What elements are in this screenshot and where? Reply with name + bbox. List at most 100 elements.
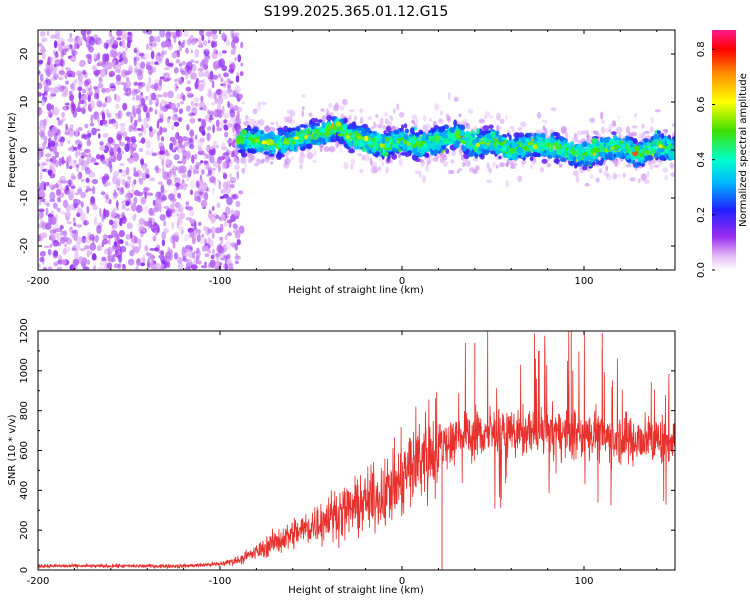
spectrogram-noise-blob bbox=[159, 76, 165, 80]
spectrogram-noise-blob bbox=[87, 96, 91, 101]
spectrogram-halo-blob bbox=[617, 157, 621, 165]
spectrogram-noise-blob bbox=[73, 222, 77, 227]
spectrogram-halo-blob bbox=[254, 120, 261, 124]
spectrogram-noise-blob bbox=[146, 113, 151, 122]
spectrogram-noise-blob bbox=[133, 57, 137, 66]
spectrogram-noise-blob bbox=[77, 102, 81, 111]
spectrogram-noise-blob bbox=[77, 172, 81, 180]
spectrogram-noise-blob bbox=[120, 187, 124, 195]
spectrogram-noise-blob bbox=[105, 142, 112, 149]
spectrogram-noise-blob bbox=[212, 187, 215, 196]
spectrogram-noise-blob bbox=[145, 112, 150, 118]
spectrogram-noise-blob bbox=[216, 145, 220, 148]
spectrogram-halo-blob bbox=[422, 124, 427, 130]
spectrogram-noise-blob bbox=[239, 225, 245, 234]
spectrogram-noise-blob bbox=[122, 50, 126, 59]
spectrogram-ridge-blob bbox=[283, 140, 290, 145]
spectrogram-halo-blob bbox=[306, 152, 314, 160]
spectrogram-noise-blob bbox=[81, 134, 85, 139]
spectrogram-noise-blob bbox=[185, 47, 189, 54]
spectrogram-noise-blob bbox=[127, 31, 132, 36]
spectrogram-noise-blob bbox=[233, 32, 240, 37]
spectrogram-noise-blob bbox=[76, 36, 83, 46]
spectrogram-ridge-blob bbox=[255, 145, 260, 150]
spectrogram-ridge-blob bbox=[389, 138, 394, 144]
spectrogram-noise-blob bbox=[162, 166, 165, 175]
spectrogram-noise-blob bbox=[42, 141, 46, 150]
spectrogram-noise-blob bbox=[149, 248, 155, 251]
spectrogram-noise-blob bbox=[136, 223, 141, 227]
spectrogram-noise-blob bbox=[65, 123, 68, 130]
spectrogram-halo-blob bbox=[517, 175, 523, 183]
spectrogram-noise-blob bbox=[188, 112, 195, 117]
spectrogram-noise-blob bbox=[219, 236, 223, 241]
spectrogram-noise-blob bbox=[235, 200, 241, 208]
spectrogram-halo-blob bbox=[411, 114, 418, 120]
spectrogram-noise-blob bbox=[151, 211, 155, 217]
spectrogram-noise-blob bbox=[235, 195, 239, 200]
spectrogram-noise-blob bbox=[112, 244, 118, 250]
spectrogram-noise-blob bbox=[120, 170, 128, 178]
spectrogram-noise-blob bbox=[185, 73, 189, 80]
spectrogram-noise-blob bbox=[44, 85, 49, 94]
spectrogram-noise-blob bbox=[116, 200, 119, 209]
spectrogram-halo-blob bbox=[245, 114, 249, 120]
spectrogram-ridge-blob bbox=[245, 132, 251, 138]
spectrogram-ridge-blob bbox=[490, 149, 496, 155]
spectrogram-halo-blob bbox=[350, 158, 356, 166]
spectrogram-noise-blob bbox=[234, 260, 239, 265]
spectrogram-noise-blob bbox=[54, 151, 60, 158]
spectrogram-halo-blob bbox=[286, 116, 293, 123]
spectrogram-halo-blob bbox=[275, 121, 279, 126]
spectrogram-noise-blob bbox=[83, 101, 88, 108]
spectrogram-noise-blob bbox=[145, 139, 151, 149]
spectrogram-noise-blob bbox=[178, 207, 183, 213]
spectrogram-noise-blob bbox=[172, 113, 179, 121]
spectrogram-noise-blob bbox=[57, 196, 61, 203]
spectrogram-noise-blob bbox=[218, 58, 225, 68]
spectrogram-halo-blob bbox=[573, 170, 579, 177]
spectrogram-ridge-blob bbox=[289, 145, 295, 151]
spectrogram-halo-blob bbox=[442, 161, 448, 167]
spectrogram-halo-blob bbox=[265, 155, 270, 160]
spectrogram-noise-blob bbox=[207, 36, 211, 43]
spectrogram-halo-blob bbox=[483, 115, 488, 120]
spectrogram-noise-blob bbox=[165, 153, 171, 157]
spectrogram-noise-blob bbox=[133, 119, 138, 127]
spectrogram-halo-blob bbox=[388, 115, 393, 119]
spectrogram-ridge-blob bbox=[559, 157, 567, 163]
spectrogram-noise-blob bbox=[180, 229, 184, 235]
spectrogram-noise-blob bbox=[142, 165, 148, 172]
spectrogram-noise-blob bbox=[63, 230, 67, 237]
spectrogram-noise-blob bbox=[68, 179, 72, 187]
spectrogram-noise-blob bbox=[234, 37, 239, 44]
spectrogram-noise-blob bbox=[140, 229, 144, 238]
spectrogram-ridge-blob bbox=[385, 125, 392, 133]
spectrogram-halo-blob bbox=[429, 117, 432, 122]
spectrogram-noise-blob bbox=[75, 128, 79, 138]
spectrogram-noise-blob bbox=[198, 145, 203, 152]
spectrogram-halo-blob bbox=[600, 119, 606, 124]
spectrogram-ridge-blob bbox=[492, 139, 500, 143]
spectrogram-noise-blob bbox=[88, 153, 91, 158]
spectrogram-noise-blob bbox=[139, 52, 145, 57]
spectrogram-noise-blob bbox=[58, 76, 63, 81]
spectrogram-halo-blob bbox=[367, 116, 373, 121]
spectrogram-halo-blob bbox=[622, 172, 626, 178]
spectrogram-noise-blob bbox=[152, 39, 158, 48]
spectrogram-noise-blob bbox=[226, 87, 232, 94]
spectrogram-noise-blob bbox=[174, 252, 178, 260]
spectrogram-noise-blob bbox=[208, 209, 212, 214]
spectrogram-noise-blob bbox=[38, 199, 42, 206]
spectrogram-noise-blob bbox=[45, 207, 49, 216]
spectrogram-halo-blob bbox=[564, 132, 569, 139]
spectrogram-ridge-blob bbox=[527, 151, 532, 155]
spectrogram-noise-blob bbox=[78, 91, 82, 101]
spectrogram-noise-blob bbox=[101, 256, 107, 262]
spectrogram-noise-blob bbox=[45, 158, 50, 163]
spectrogram-noise-blob bbox=[136, 128, 142, 131]
spectrogram-noise-blob bbox=[42, 267, 47, 270]
spectrogram-ridge-blob bbox=[530, 156, 534, 160]
spectrogram-noise-blob bbox=[136, 118, 143, 123]
spectrogram-halo-blob bbox=[370, 160, 374, 166]
